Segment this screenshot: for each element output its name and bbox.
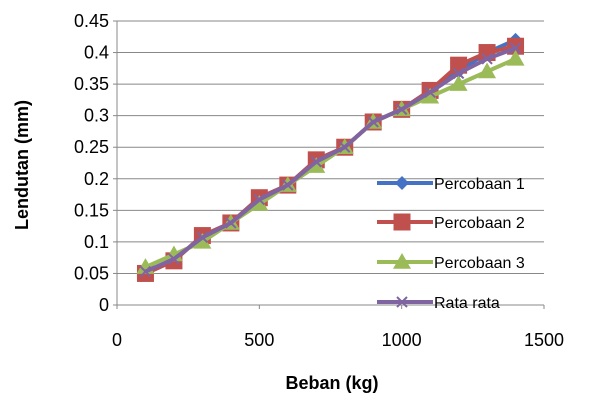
data-point: [282, 179, 294, 191]
y-tick-label: 0.25: [74, 137, 109, 157]
series-line: [144, 46, 517, 274]
data-point: [196, 231, 209, 244]
y-tick-label: 0.45: [74, 11, 109, 31]
y-tick-label: 0.2: [84, 169, 109, 189]
y-axis-title: Lendutan (mm): [12, 100, 32, 230]
data-point: [481, 53, 493, 65]
legend: Percobaan 1 Percobaan 2 Percobaan 3 Rata ra…: [377, 176, 525, 312]
x-tick-label: 1000: [382, 330, 422, 350]
legend-item: Percobaan 2: [377, 213, 525, 232]
y-tick-label: 0: [99, 295, 109, 315]
y-tick-label: 0.15: [74, 200, 109, 220]
legend-marker: [396, 296, 408, 308]
data-point: [253, 193, 266, 206]
y-tick-label: 0.3: [84, 106, 109, 126]
legend-item: Rata rata: [377, 295, 500, 312]
legend-label: Percobaan 3: [434, 255, 525, 272]
data-point: [225, 217, 237, 229]
x-tick-label: 1500: [524, 330, 564, 350]
y-tick-label: 0.35: [74, 74, 109, 94]
x-axis-title: Beban (kg): [285, 373, 378, 393]
legend-label: Percobaan 1: [434, 176, 525, 193]
legend-label: Rata rata: [434, 295, 500, 312]
axes: 0 0.05 0.1 0.15 0.2 0.25 0.3 0.35 0.4 0.45 0 500 100…: [74, 11, 564, 350]
data-point: [193, 232, 212, 249]
y-tick-label: 0.1: [84, 232, 109, 252]
gridlines: [117, 20, 544, 274]
legend-item: Percobaan 3: [377, 253, 525, 272]
data-point: [310, 156, 322, 168]
data-point: [339, 141, 351, 153]
legend-marker: [395, 176, 409, 190]
legend-item: Percobaan 1: [377, 176, 525, 193]
series-lines: [136, 32, 525, 282]
x-tick-label: 0: [112, 330, 122, 350]
legend-marker: [393, 253, 411, 269]
data-point: [452, 67, 465, 80]
data-point: [367, 116, 379, 128]
x-tick-label: 500: [244, 330, 274, 350]
data-point: [250, 195, 269, 211]
data-point: [168, 253, 180, 265]
series-4: [139, 42, 522, 278]
y-tick-label: 0.4: [84, 43, 109, 63]
data-point: [139, 265, 152, 278]
data-point: [509, 42, 522, 54]
legend-marker: [393, 213, 411, 231]
data-point: [307, 157, 326, 173]
y-tick-label: 0.05: [74, 263, 109, 283]
data-point: [421, 87, 440, 104]
data-point: [478, 62, 497, 79]
data-point: [395, 103, 408, 116]
data-point: [506, 49, 525, 66]
data-point: [424, 86, 436, 99]
legend-label: Percobaan 2: [434, 215, 525, 232]
data-point: [449, 75, 468, 91]
